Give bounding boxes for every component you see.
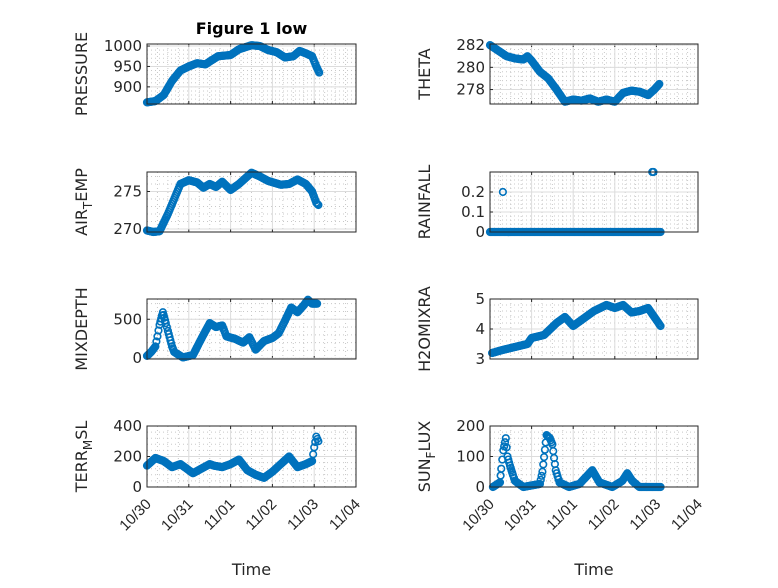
axes-background — [490, 172, 698, 232]
axes-box — [146, 425, 357, 488]
y-label-subscript: F — [424, 451, 438, 458]
data-point — [312, 198, 321, 207]
data-point — [539, 453, 549, 462]
data-point — [656, 321, 665, 331]
x-tick-label: 10/30 — [116, 496, 155, 535]
data-point — [162, 322, 171, 332]
data-point — [313, 199, 322, 208]
data-point — [161, 319, 170, 328]
subplot-rainfall: 0 0.1 0.2 RAINFALL — [415, 165, 699, 241]
data-point — [314, 200, 323, 210]
data-point — [151, 342, 160, 351]
data-point — [313, 299, 322, 308]
y-tick-label: 4 — [475, 320, 485, 338]
data-point — [314, 437, 323, 446]
y-tick-label: 280 — [456, 58, 485, 76]
subplot-mixdepth: 0 500 MIXDEPTH — [72, 287, 357, 371]
x-tick-label: 11/01 — [201, 496, 239, 534]
data-point — [540, 445, 550, 454]
y-tick-label: 200 — [456, 417, 485, 435]
y-tick-label: 1000 — [104, 37, 142, 55]
x-tick-label: 10/31 — [501, 496, 540, 535]
y-axis-label: PRESSURE — [72, 32, 91, 116]
y-label-part: AIR — [72, 209, 91, 236]
y-axis-label: TERRMSL — [72, 421, 95, 494]
x-tick-label: 11/02 — [242, 496, 280, 534]
y-axis-label: MIXDEPTH — [72, 287, 91, 370]
x-tick-label: 11/01 — [543, 496, 581, 534]
subplot-theta: 278 280 282 THETA — [415, 36, 699, 106]
y-label-part: LUX — [415, 421, 434, 452]
y-axis-label: THETA — [415, 48, 434, 100]
x-tick-label: 11/04 — [668, 496, 706, 534]
data-point — [315, 68, 324, 77]
y-tick-label: 5 — [475, 290, 485, 308]
y-tick-label: 275 — [113, 183, 142, 201]
data-point — [537, 471, 546, 480]
y-tick-label: 400 — [113, 417, 142, 435]
y-axis-label: SUNFLUX — [415, 421, 438, 493]
y-label-part: EMP — [72, 168, 91, 202]
y-tick-label: 270 — [113, 220, 142, 238]
y-label-part: SUN — [415, 458, 434, 492]
y-tick-label: 278 — [456, 81, 485, 99]
y-tick-label: 0.1 — [461, 203, 485, 221]
subplot-h2omixra: 3 4 5 H2OMIXRA — [415, 286, 699, 372]
y-label-subscript: T — [81, 201, 95, 210]
x-tick-label: 10/30 — [459, 496, 498, 535]
x-tick-label: 11/02 — [585, 496, 623, 534]
y-tick-label: 100 — [456, 448, 485, 466]
axes-box — [146, 298, 357, 360]
figure-title: Figure 1 low — [196, 19, 308, 38]
y-tick-label: 0 — [132, 349, 142, 367]
data-point — [498, 187, 507, 197]
axes-box — [146, 43, 357, 105]
y-axis-label: H2OMIXRA — [415, 286, 434, 372]
data-point — [502, 443, 511, 452]
data-point — [655, 79, 664, 89]
axes-box — [489, 171, 699, 233]
x-tick-label: 10/31 — [158, 496, 197, 535]
data-point — [152, 337, 161, 346]
data-point — [310, 443, 319, 452]
axes-box — [146, 171, 357, 233]
y-label-part: TERR — [72, 450, 91, 493]
y-label-part: SL — [72, 421, 91, 440]
y-tick-label: 282 — [456, 36, 485, 54]
subplot-sun-flux: 10/30 10/31 11/01 11/02 11/03 11/04 0 100 200 SUN… — [415, 417, 706, 579]
data-point — [497, 464, 506, 473]
data-point — [538, 467, 547, 476]
axes-box — [489, 43, 699, 105]
x-tick-label: 11/03 — [626, 496, 664, 534]
y-tick-label: 0.2 — [461, 183, 485, 201]
y-axis-label: RAINFALL — [415, 165, 434, 240]
y-tick-label: 900 — [113, 78, 142, 96]
axes-box — [489, 298, 699, 360]
y-tick-label: 200 — [113, 448, 142, 466]
data-point — [500, 438, 510, 447]
y-tick-label: 0 — [132, 478, 142, 496]
x-axis-label: Time — [573, 560, 613, 579]
subplot-pressure: 900 950 1000 PRESSURE Figure 1 low — [72, 19, 357, 116]
y-tick-label: 0 — [475, 478, 485, 496]
y-tick-label: 950 — [113, 57, 142, 75]
y-tick-label: 3 — [475, 350, 485, 368]
subplot-terr-msl: 10/30 10/31 11/01 11/02 11/03 11/04 0 200 400 TER… — [72, 417, 364, 579]
x-tick-label: 11/03 — [284, 496, 322, 534]
data-point — [536, 475, 545, 484]
axes-box — [489, 425, 699, 488]
data-point — [539, 460, 548, 469]
y-label-subscript: M — [81, 440, 95, 450]
y-axis-label: AIRTEMP — [72, 168, 95, 236]
y-tick-label: 0 — [475, 223, 485, 241]
data-point — [501, 434, 510, 443]
x-tick-label: 11/04 — [326, 496, 364, 534]
y-tick-label: 500 — [113, 310, 142, 328]
subplot-air-temp: 270 275 AIRTEMP — [72, 168, 357, 238]
x-axis-label: Time — [231, 560, 271, 579]
